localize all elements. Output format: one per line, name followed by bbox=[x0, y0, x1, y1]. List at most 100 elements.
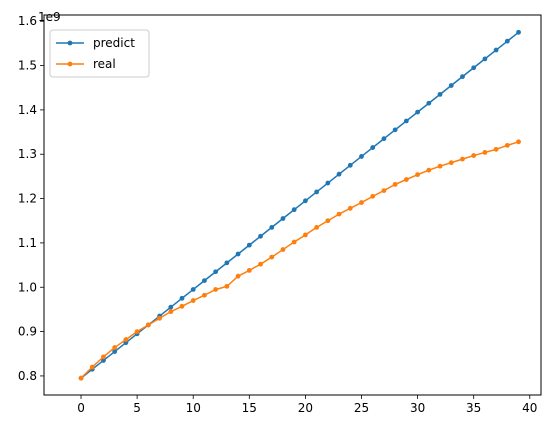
data-point-predict bbox=[269, 224, 275, 230]
data-point-predict bbox=[179, 295, 185, 301]
series-predict bbox=[78, 29, 521, 381]
data-point-real bbox=[157, 315, 162, 321]
data-point-real bbox=[448, 160, 454, 166]
data-point-real bbox=[280, 247, 286, 252]
x-tick-label: 40 bbox=[522, 401, 537, 415]
data-point-real bbox=[471, 153, 477, 158]
data-point-real bbox=[303, 232, 308, 238]
data-point-real bbox=[112, 345, 118, 350]
legend-marker bbox=[67, 40, 73, 46]
legend-box bbox=[49, 29, 150, 78]
data-point-real bbox=[123, 337, 129, 342]
data-point-predict bbox=[224, 260, 230, 266]
data-point-real bbox=[145, 322, 151, 328]
x-tick-label: 30 bbox=[410, 401, 425, 415]
x-tick-label: 25 bbox=[354, 401, 369, 415]
data-point-real bbox=[78, 375, 84, 381]
x-tick-label: 10 bbox=[186, 401, 201, 415]
data-point-real bbox=[426, 167, 432, 173]
data-point-real bbox=[258, 261, 263, 267]
data-point-predict bbox=[202, 278, 207, 284]
data-point-predict bbox=[460, 74, 465, 80]
data-point-real bbox=[415, 172, 420, 178]
data-point-real bbox=[224, 283, 230, 289]
series-line-real bbox=[80, 141, 519, 379]
data-point-predict bbox=[213, 269, 219, 275]
data-point-predict bbox=[493, 47, 499, 53]
legend-item-real: real bbox=[56, 57, 116, 71]
y-tick-label: 1.0 bbox=[18, 280, 37, 294]
data-point-real bbox=[213, 287, 219, 292]
data-point-real bbox=[202, 292, 207, 298]
data-point-real bbox=[460, 156, 465, 162]
data-point-predict bbox=[516, 29, 521, 35]
data-point-predict bbox=[112, 349, 118, 354]
data-point-real bbox=[336, 211, 342, 217]
data-point-predict bbox=[336, 171, 342, 177]
data-point-real bbox=[134, 329, 140, 334]
data-point-predict bbox=[303, 198, 308, 204]
x-tick-label: 20 bbox=[298, 401, 313, 415]
data-point-predict bbox=[403, 118, 409, 124]
plot-frame bbox=[43, 14, 542, 396]
legend-label: predict bbox=[93, 36, 135, 50]
data-point-predict bbox=[415, 109, 420, 115]
legend-item-predict: predict bbox=[56, 36, 135, 50]
data-point-predict bbox=[504, 38, 510, 44]
data-point-predict bbox=[314, 189, 320, 195]
data-point-real bbox=[392, 181, 398, 187]
data-point-predict bbox=[482, 56, 488, 62]
data-point-real bbox=[493, 146, 499, 152]
series-layer bbox=[78, 29, 521, 381]
data-point-predict bbox=[426, 100, 432, 106]
axis-ticks: 0 5 10 15 20 25 30 35 40 0.8 0.9 1.0 1.1 1.2 1.3 1.4 1.5… bbox=[18, 14, 538, 415]
series-line-predict bbox=[80, 31, 520, 379]
data-point-real bbox=[504, 142, 510, 148]
data-point-real bbox=[101, 354, 106, 360]
x-tick-label: 35 bbox=[466, 401, 481, 415]
data-point-predict bbox=[280, 216, 286, 221]
y-tick-label: 1.1 bbox=[18, 236, 37, 250]
data-point-real bbox=[246, 268, 252, 273]
data-point-predict bbox=[291, 207, 297, 213]
y-tick-label: 1.5 bbox=[18, 59, 37, 73]
y-tick-label: 1.6 bbox=[18, 14, 37, 28]
data-point-real bbox=[314, 224, 320, 230]
data-point-predict bbox=[258, 233, 263, 239]
data-point-real bbox=[516, 139, 521, 145]
data-point-predict bbox=[437, 91, 443, 97]
data-point-real bbox=[359, 200, 364, 205]
y-tick-label: 0.9 bbox=[18, 325, 37, 339]
data-point-real bbox=[179, 303, 185, 309]
data-point-real bbox=[370, 193, 376, 199]
data-point-real bbox=[190, 298, 196, 303]
legend-marker bbox=[67, 61, 73, 67]
data-point-real bbox=[347, 205, 353, 211]
y-offset-label: 1e9 bbox=[38, 10, 61, 24]
series-real bbox=[78, 139, 521, 381]
x-tick-label: 15 bbox=[242, 401, 257, 415]
data-point-real bbox=[235, 273, 241, 279]
y-tick-label: 1.4 bbox=[18, 103, 37, 117]
data-point-real bbox=[381, 188, 387, 193]
data-point-predict bbox=[235, 251, 241, 257]
x-tick-label: 5 bbox=[133, 401, 141, 415]
data-point-predict bbox=[359, 154, 364, 159]
data-point-predict bbox=[392, 127, 398, 133]
data-point-real bbox=[291, 239, 297, 245]
data-point-predict bbox=[347, 162, 353, 168]
data-point-real bbox=[168, 309, 174, 315]
data-point-real bbox=[89, 364, 95, 370]
x-tick-label: 0 bbox=[77, 401, 85, 415]
y-tick-label: 0.8 bbox=[18, 369, 37, 383]
data-point-predict bbox=[168, 304, 174, 310]
data-point-predict bbox=[325, 180, 331, 186]
data-point-predict bbox=[471, 65, 477, 71]
data-point-predict bbox=[381, 136, 387, 142]
data-point-real bbox=[403, 177, 409, 182]
y-tick-label: 1.3 bbox=[18, 147, 37, 161]
legend: predict real bbox=[49, 29, 150, 78]
data-point-predict bbox=[370, 145, 376, 150]
data-point-real bbox=[269, 254, 275, 260]
